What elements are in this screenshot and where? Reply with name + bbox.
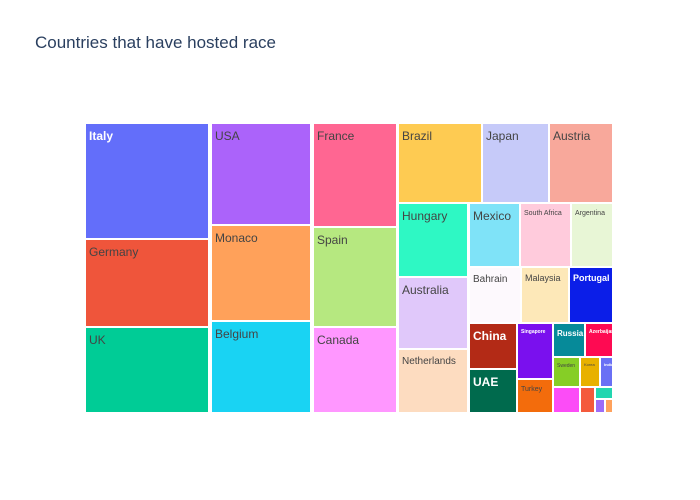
treemap-tile[interactable] bbox=[554, 388, 579, 412]
treemap-tile-label: Monaco bbox=[215, 231, 258, 245]
treemap-tile-label: Austria bbox=[553, 129, 591, 143]
treemap-tile-label: Japan bbox=[486, 129, 519, 143]
treemap-tile[interactable] bbox=[572, 204, 612, 266]
treemap-tile-label: UK bbox=[89, 333, 106, 347]
treemap-tile[interactable] bbox=[399, 204, 467, 276]
treemap-tile[interactable] bbox=[314, 124, 396, 226]
treemap-tile-label: Canada bbox=[317, 333, 359, 347]
treemap-tile-label: France bbox=[317, 129, 355, 143]
treemap-tile[interactable] bbox=[554, 324, 584, 356]
treemap-tile-label: Brazil bbox=[402, 129, 432, 143]
treemap-tile[interactable] bbox=[554, 358, 579, 386]
treemap-tile[interactable] bbox=[86, 328, 208, 412]
treemap-tile-label: Turkey bbox=[521, 386, 543, 393]
treemap-tile-label: Korea bbox=[584, 362, 595, 367]
treemap-tile-label: Spain bbox=[317, 233, 348, 247]
treemap-tile[interactable] bbox=[86, 124, 208, 238]
treemap-tile[interactable] bbox=[521, 204, 570, 266]
treemap-tile[interactable] bbox=[86, 240, 208, 326]
treemap-tile-label: UAE bbox=[473, 375, 498, 389]
treemap-tile-label: Italy bbox=[89, 129, 113, 143]
treemap-tile-label: Mexico bbox=[473, 209, 511, 223]
treemap-tile-label: China bbox=[473, 329, 507, 343]
chart-title: Countries that have hosted race bbox=[35, 33, 276, 52]
treemap-tile[interactable] bbox=[601, 358, 612, 386]
treemap-tile[interactable] bbox=[470, 204, 519, 266]
treemap-tile[interactable] bbox=[606, 400, 612, 412]
treemap-tile[interactable] bbox=[212, 226, 310, 320]
treemap-tile-label: Malaysia bbox=[525, 273, 561, 283]
treemap-tile-label: Sweden bbox=[557, 363, 575, 369]
treemap-tile-label: Hungary bbox=[402, 209, 447, 223]
treemap-tile[interactable] bbox=[212, 322, 310, 412]
treemap-tile-label: South Africa bbox=[524, 210, 562, 217]
treemap-tile[interactable] bbox=[570, 268, 612, 322]
treemap-tile[interactable] bbox=[399, 278, 467, 348]
treemap-tile[interactable] bbox=[470, 370, 516, 412]
treemap-tile[interactable] bbox=[314, 328, 396, 412]
treemap-tile[interactable] bbox=[399, 350, 467, 412]
treemap-tile[interactable] bbox=[518, 324, 552, 378]
treemap-tile[interactable] bbox=[470, 324, 516, 368]
treemap-tile[interactable] bbox=[518, 380, 552, 412]
treemap-tile[interactable] bbox=[586, 324, 612, 356]
treemap-tile-label: Belgium bbox=[215, 327, 258, 341]
treemap-tile[interactable] bbox=[596, 388, 612, 398]
treemap-tile[interactable] bbox=[470, 268, 520, 322]
treemap-tile-label: India bbox=[604, 362, 614, 367]
treemap-tile[interactable] bbox=[522, 268, 568, 322]
treemap-tile[interactable] bbox=[314, 228, 396, 326]
treemap-tile-label: Netherlands bbox=[402, 356, 456, 367]
treemap-tile-label: Singapore bbox=[521, 329, 546, 335]
treemap-tile[interactable] bbox=[596, 400, 604, 412]
treemap-tile-label: Russia bbox=[557, 329, 584, 338]
treemap-tile[interactable] bbox=[550, 124, 612, 202]
treemap-tile-label: USA bbox=[215, 129, 240, 143]
treemap-tile-label: Azerbaijan bbox=[589, 329, 614, 335]
treemap-tile[interactable] bbox=[581, 388, 594, 412]
treemap-tile-label: Bahrain bbox=[473, 274, 507, 285]
treemap-tile[interactable] bbox=[483, 124, 548, 202]
treemap-tile[interactable] bbox=[399, 124, 481, 202]
treemap-tile-label: Argentina bbox=[575, 210, 605, 217]
treemap-tile[interactable] bbox=[581, 358, 599, 386]
treemap-tile-label: Portugal bbox=[573, 273, 610, 283]
treemap-tile-label: Australia bbox=[402, 283, 449, 297]
treemap-tile[interactable] bbox=[212, 124, 310, 224]
treemap-tile-label: Germany bbox=[89, 245, 138, 259]
